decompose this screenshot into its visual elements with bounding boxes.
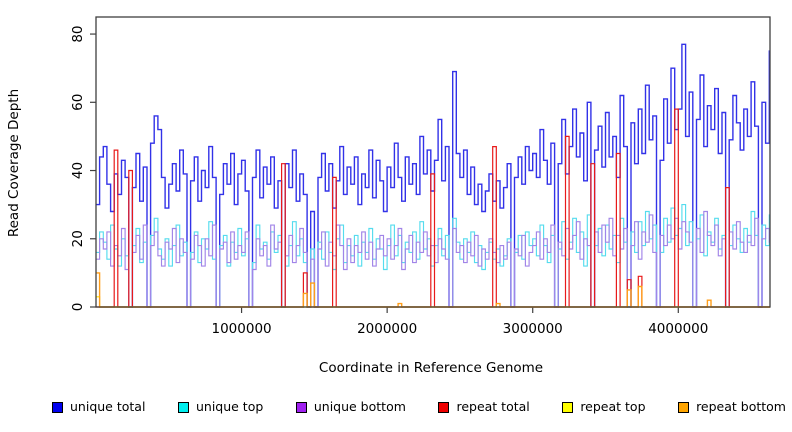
- legend-label: unique bottom: [313, 398, 406, 414]
- unique-top-series-line: [96, 204, 770, 308]
- y-axis-title: Read Coverage Depth: [6, 88, 22, 238]
- legend-swatch-unique-top: [177, 401, 189, 413]
- y-tick-label: 40: [70, 162, 86, 179]
- repeat-total-series-line: [96, 108, 770, 308]
- x-tick-label: 3000000: [503, 321, 563, 337]
- y-tick-label: 80: [70, 25, 86, 42]
- legend-label: unique top: [195, 398, 264, 414]
- legend-label: repeat total: [456, 398, 530, 414]
- y-tick-label: 0: [70, 303, 86, 312]
- x-axis-title: Coordinate in Reference Genome: [318, 360, 544, 376]
- legend-swatch-repeat-bottom: [678, 401, 690, 413]
- x-tick-label: 1000000: [212, 321, 272, 337]
- legend-item-repeat-top: repeat top: [562, 398, 646, 414]
- legend-label: repeat top: [580, 398, 646, 414]
- legend-item-unique-total: unique total: [52, 398, 146, 414]
- unique-bottom-series-line: [96, 210, 770, 308]
- legend-item-unique-top: unique top: [177, 398, 264, 414]
- repeat-bottom-series-line: [96, 272, 770, 308]
- legend-item-repeat-total: repeat total: [438, 398, 530, 414]
- x-tick-label: 4000000: [648, 321, 708, 337]
- legend-item-repeat-bottom: repeat bottom: [678, 398, 786, 414]
- legend-label: repeat bottom: [696, 398, 786, 414]
- unique-total-series-line: [96, 43, 770, 308]
- legend-item-unique-bottom: unique bottom: [295, 398, 406, 414]
- legend-swatch-repeat-top: [562, 401, 574, 413]
- legend-swatch-unique-bottom: [295, 401, 307, 413]
- repeat-top-series-line: [96, 296, 770, 308]
- legend: unique total unique top unique bottom repea…: [52, 397, 786, 417]
- plot-box: [95, 16, 771, 308]
- legend-swatch-unique-total: [52, 401, 63, 413]
- y-tick-label: 60: [70, 94, 86, 111]
- legend-label: unique total: [70, 398, 146, 414]
- plot-area: 1000000 2000000 3000000 4000000 0 20 40 60 80: [70, 16, 771, 337]
- legend-swatch-repeat-total: [438, 401, 450, 413]
- y-tick-label: 20: [70, 230, 86, 247]
- x-tick-label: 2000000: [357, 321, 417, 337]
